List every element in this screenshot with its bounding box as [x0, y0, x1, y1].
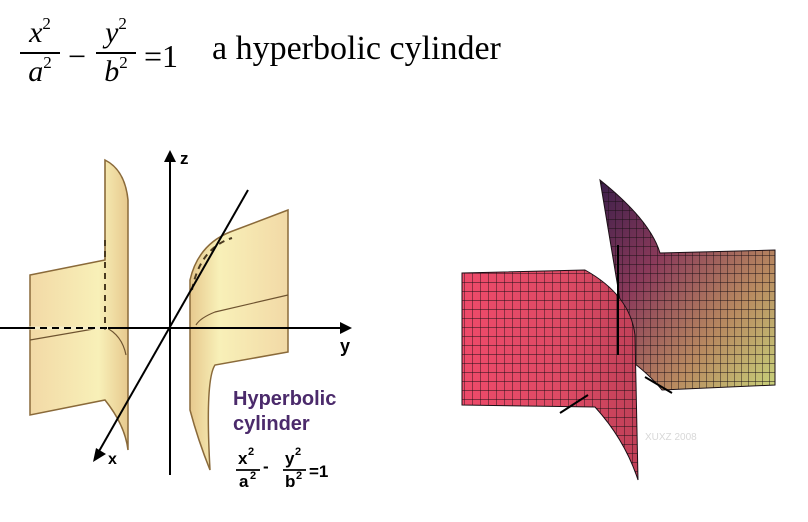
right-sheet	[189, 208, 289, 471]
caption-a-denominator: a	[239, 472, 249, 491]
equation-heading: x2 a2 − y2 b2 =1	[10, 8, 610, 108]
caption-line-2: cylinder	[233, 413, 310, 435]
denominator-b: b2	[104, 53, 128, 88]
caption-a-exponent: 2	[250, 470, 256, 482]
diagonal-axis-back	[644, 376, 673, 394]
surface-svg: XUXZ 2008	[461, 178, 776, 481]
caption-y-exponent: 2	[295, 446, 301, 458]
x-axis	[97, 189, 249, 454]
caption-line-1: Hyperbolic	[233, 388, 336, 410]
caption-equation: x 2 a 2 - y 2 b 2 =1	[236, 446, 328, 491]
diagonal-axis-front	[559, 394, 589, 414]
x-axis-arrow	[93, 448, 106, 462]
caption-b-exponent: 2	[296, 470, 302, 482]
diagram-svg: z y x Hyperbolic cylinder x 2 a 2 - y 2 …	[0, 149, 352, 491]
minus-sign: −	[68, 38, 87, 74]
y-axis-arrow	[340, 322, 352, 334]
numerator-x: x2	[29, 14, 51, 49]
equals-one: =1	[144, 38, 179, 74]
denominator-a: a2	[28, 53, 52, 88]
left-sheet	[29, 158, 129, 451]
caption-x-exponent: 2	[248, 446, 254, 458]
hyperbolic-cylinder-diagram: z y x Hyperbolic cylinder x 2 a 2 - y 2 …	[0, 140, 380, 517]
right-sheet-dashed	[191, 237, 233, 291]
rendered-surface-plot: XUXZ 2008	[440, 165, 800, 495]
z-axis-label: z	[180, 149, 189, 168]
right-sheet-midcurve	[195, 294, 289, 326]
watermark-text: XUXZ 2008	[645, 432, 697, 443]
numerator-y: y2	[105, 14, 127, 49]
z-axis-arrow	[164, 150, 176, 162]
x-axis-label: x	[108, 451, 117, 468]
back-sheet-mesh	[599, 178, 776, 391]
fraction-x-over-a: x2 a2	[20, 14, 60, 88]
fraction-bar	[96, 52, 136, 54]
caption-b-denominator: b	[285, 472, 295, 491]
fraction-y-over-b: y2 b2	[96, 14, 136, 88]
page-title: a hyperbolic cylinder	[212, 30, 501, 67]
fraction-bar	[20, 52, 60, 54]
caption-minus: -	[263, 457, 269, 476]
caption-x-numerator: x	[238, 449, 248, 468]
front-sheet-mesh	[461, 269, 639, 481]
caption-y-numerator: y	[285, 449, 295, 468]
y-axis-label: y	[340, 336, 350, 356]
caption-equals-one: =1	[309, 462, 328, 481]
